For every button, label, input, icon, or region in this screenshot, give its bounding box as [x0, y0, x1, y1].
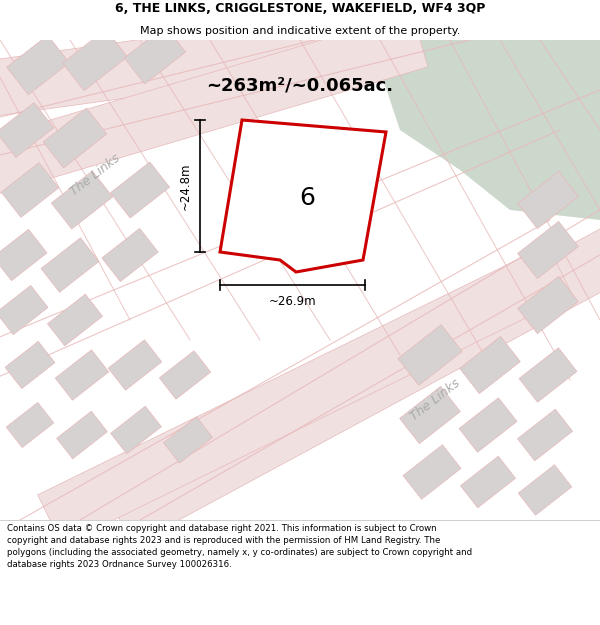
- Polygon shape: [43, 108, 107, 168]
- Polygon shape: [163, 417, 212, 463]
- Polygon shape: [460, 336, 520, 394]
- Polygon shape: [160, 351, 211, 399]
- Text: ~24.8m: ~24.8m: [179, 162, 192, 210]
- Polygon shape: [0, 12, 344, 118]
- Polygon shape: [403, 445, 461, 499]
- Text: ~263m²/~0.065ac.: ~263m²/~0.065ac.: [206, 76, 394, 94]
- Polygon shape: [518, 221, 578, 279]
- Text: 6: 6: [299, 186, 315, 210]
- Polygon shape: [518, 465, 572, 515]
- Polygon shape: [108, 340, 162, 390]
- Polygon shape: [110, 406, 161, 454]
- Text: Map shows position and indicative extent of the property.: Map shows position and indicative extent…: [140, 26, 460, 36]
- Polygon shape: [6, 402, 54, 448]
- Polygon shape: [519, 348, 577, 403]
- Text: Contains OS data © Crown copyright and database right 2021. This information is : Contains OS data © Crown copyright and d…: [7, 524, 472, 569]
- Polygon shape: [5, 341, 55, 389]
- Polygon shape: [52, 171, 113, 229]
- Polygon shape: [0, 286, 48, 334]
- Polygon shape: [124, 26, 185, 84]
- Polygon shape: [370, 40, 600, 220]
- Text: The Links: The Links: [407, 377, 463, 423]
- Polygon shape: [102, 228, 158, 282]
- Polygon shape: [220, 120, 386, 272]
- Polygon shape: [0, 13, 428, 197]
- Polygon shape: [110, 162, 170, 218]
- Text: The Links: The Links: [68, 152, 122, 198]
- Polygon shape: [1, 162, 59, 217]
- Polygon shape: [459, 398, 517, 452]
- Polygon shape: [38, 245, 572, 545]
- Polygon shape: [56, 411, 107, 459]
- Polygon shape: [55, 350, 109, 400]
- Polygon shape: [398, 324, 462, 386]
- Polygon shape: [517, 409, 572, 461]
- Polygon shape: [518, 171, 578, 229]
- Polygon shape: [47, 294, 103, 346]
- Polygon shape: [107, 226, 600, 544]
- Polygon shape: [400, 386, 460, 444]
- Polygon shape: [0, 229, 47, 281]
- Polygon shape: [518, 276, 578, 334]
- Polygon shape: [0, 102, 54, 158]
- Polygon shape: [460, 456, 515, 508]
- Text: ~26.9m: ~26.9m: [269, 295, 316, 308]
- Polygon shape: [41, 238, 99, 292]
- Polygon shape: [62, 29, 127, 91]
- Polygon shape: [7, 35, 69, 95]
- Text: 6, THE LINKS, CRIGGLESTONE, WAKEFIELD, WF4 3QP: 6, THE LINKS, CRIGGLESTONE, WAKEFIELD, W…: [115, 2, 485, 15]
